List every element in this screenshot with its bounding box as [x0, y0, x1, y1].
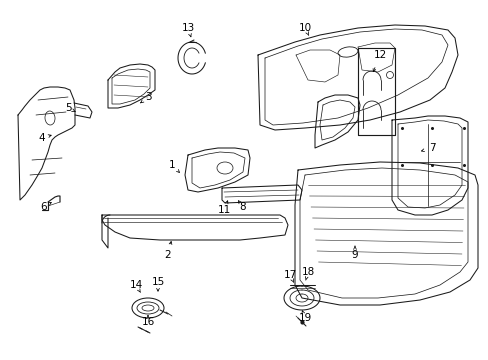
- Text: 10: 10: [298, 23, 311, 33]
- Text: 6: 6: [41, 202, 47, 212]
- Text: 9: 9: [351, 250, 358, 260]
- Text: 17: 17: [283, 270, 296, 280]
- Text: 2: 2: [164, 250, 171, 260]
- Text: 15: 15: [151, 277, 164, 287]
- Text: 1: 1: [168, 160, 175, 170]
- Text: 7: 7: [428, 143, 434, 153]
- Text: 18: 18: [301, 267, 314, 277]
- Text: 12: 12: [373, 50, 386, 60]
- Text: 11: 11: [217, 205, 230, 215]
- Text: 16: 16: [141, 317, 154, 327]
- Text: 19: 19: [298, 313, 311, 323]
- Text: 4: 4: [39, 133, 45, 143]
- Text: 8: 8: [239, 202, 246, 212]
- Text: 5: 5: [64, 103, 71, 113]
- Text: 14: 14: [129, 280, 142, 290]
- Text: 13: 13: [181, 23, 194, 33]
- Text: 3: 3: [144, 92, 151, 102]
